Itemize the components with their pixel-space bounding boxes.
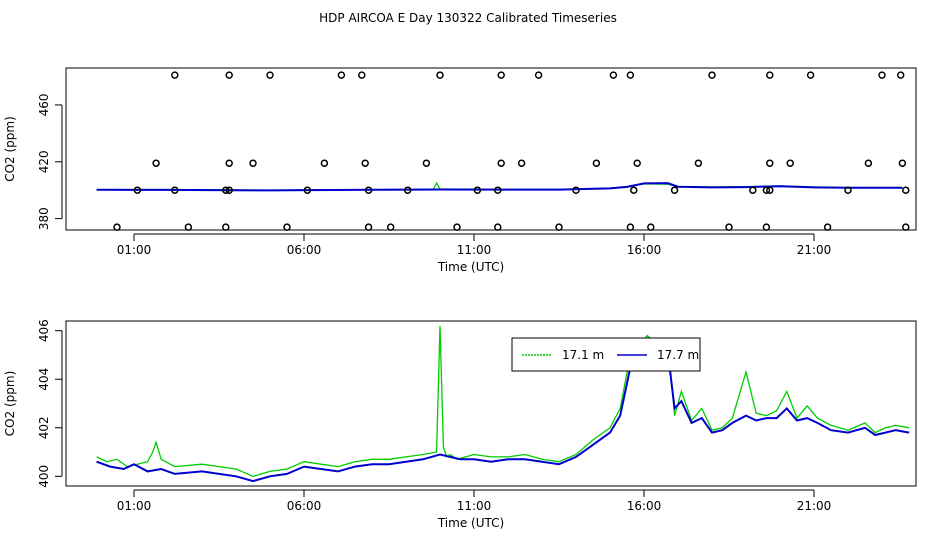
top-x-tick-label: 16:00 [627, 243, 662, 257]
top-data-point [766, 71, 774, 79]
bottom-y-tick-label: 400 [37, 465, 51, 488]
top-data-point [609, 71, 618, 79]
top-data-point [766, 159, 774, 167]
top-data-point [225, 159, 233, 167]
top-x-tick-label: 06:00 [287, 243, 322, 257]
top-data-point [453, 223, 461, 231]
chart-title: HDP AIRCOA E Day 130322 Calibrated Times… [319, 11, 617, 25]
top-data-point [749, 186, 757, 194]
top-y-tick-label: 460 [37, 93, 51, 116]
top-data-point [786, 159, 794, 167]
top-data-point [902, 186, 910, 194]
bottom-y-tick-label: 404 [37, 368, 51, 391]
top-x-tick-label: 21:00 [797, 243, 832, 257]
bottom-x-tick-label: 21:00 [797, 499, 832, 513]
top-data-point [630, 186, 638, 194]
top-data-point [898, 159, 907, 167]
top-data-point [902, 223, 910, 231]
top-data-point [896, 71, 905, 79]
top-data-point [361, 159, 369, 167]
top-data-point [364, 223, 373, 231]
bottom-x-tick-label: 06:00 [287, 499, 322, 513]
top-data-point [497, 71, 505, 79]
top-data-point [364, 186, 373, 194]
top-data-point [823, 223, 832, 231]
bottom-x-tick-label: 11:00 [457, 499, 492, 513]
top-data-point [113, 223, 121, 231]
top-data-point [555, 223, 563, 231]
top-y-axis-title: CO2 (ppm) [3, 116, 17, 182]
top-data-point [762, 223, 771, 231]
top-data-point [878, 71, 886, 79]
bottom-x-tick-label: 01:00 [117, 499, 152, 513]
top-plot-frame [65, 67, 917, 231]
top-data-point [171, 186, 179, 194]
top-data-point [473, 186, 482, 194]
top-data-point [844, 186, 852, 194]
top-data-point [184, 223, 193, 231]
top-series-line-2 [96, 182, 903, 192]
top-data-point [708, 71, 716, 79]
top-data-point [222, 186, 230, 194]
top-data-point [534, 71, 543, 79]
top-data-point [762, 186, 771, 194]
top-data-point [403, 186, 412, 194]
bottom-series-line-2 [96, 346, 910, 483]
bottom-y-tick-label: 406 [37, 319, 51, 342]
top-data-point [225, 186, 233, 194]
top-data-point [494, 186, 502, 194]
top-data-point [152, 159, 160, 167]
top-data-point [386, 223, 395, 231]
top-data-point [626, 223, 635, 231]
top-data-point [266, 71, 274, 79]
top-data-point [806, 71, 815, 79]
top-data-point [422, 159, 431, 167]
top-data-point [766, 186, 774, 194]
bottom-series-line-1 [96, 325, 910, 477]
legend-label-2: 17.7 m [657, 348, 699, 362]
top-x-axis-title: Time (UTC) [437, 260, 504, 274]
top-data-point [670, 186, 679, 194]
top-data-point [725, 223, 733, 231]
top-data-point [494, 223, 502, 231]
top-data-point [225, 71, 233, 79]
top-data-point [647, 223, 655, 231]
top-data-point [283, 223, 291, 231]
top-data-point [497, 159, 505, 167]
top-x-tick-label: 11:00 [457, 243, 492, 257]
bottom-x-axis-title: Time (UTC) [437, 516, 504, 530]
top-y-tick-label: 420 [37, 150, 51, 173]
bottom-legend: 17.1 m 17.7 m [511, 337, 701, 372]
bottom-y-tick-label: 402 [37, 416, 51, 439]
top-data-point [592, 159, 601, 167]
top-data-point [171, 71, 179, 79]
top-data-point [249, 159, 257, 167]
top-data-point [337, 71, 346, 79]
top-data-point [626, 71, 635, 79]
top-data-point [864, 159, 873, 167]
panel-top: 01:00 06:00 11:00 16:00 21:00 380 420 460 Time (… [3, 67, 917, 274]
top-data-point [320, 159, 329, 167]
top-data-point [133, 186, 142, 194]
bottom-plot-frame [65, 320, 917, 487]
top-data-point [694, 159, 703, 167]
top-x-tick-label: 01:00 [117, 243, 152, 257]
top-data-point [303, 186, 312, 194]
legend-label-1: 17.1 m [562, 348, 604, 362]
top-data-point [436, 71, 444, 79]
top-data-point [358, 71, 366, 79]
top-y-tick-label: 380 [37, 207, 51, 230]
top-data-point [633, 159, 641, 167]
top-data-point [572, 186, 580, 194]
top-data-point [222, 223, 230, 231]
bottom-x-tick-label: 16:00 [627, 499, 662, 513]
bottom-y-axis-title: CO2 (ppm) [3, 371, 17, 437]
top-data-point [517, 159, 526, 167]
panel-bottom: 01:00 06:00 11:00 16:00 21:00 400 402 404 406 Tim… [3, 319, 917, 530]
